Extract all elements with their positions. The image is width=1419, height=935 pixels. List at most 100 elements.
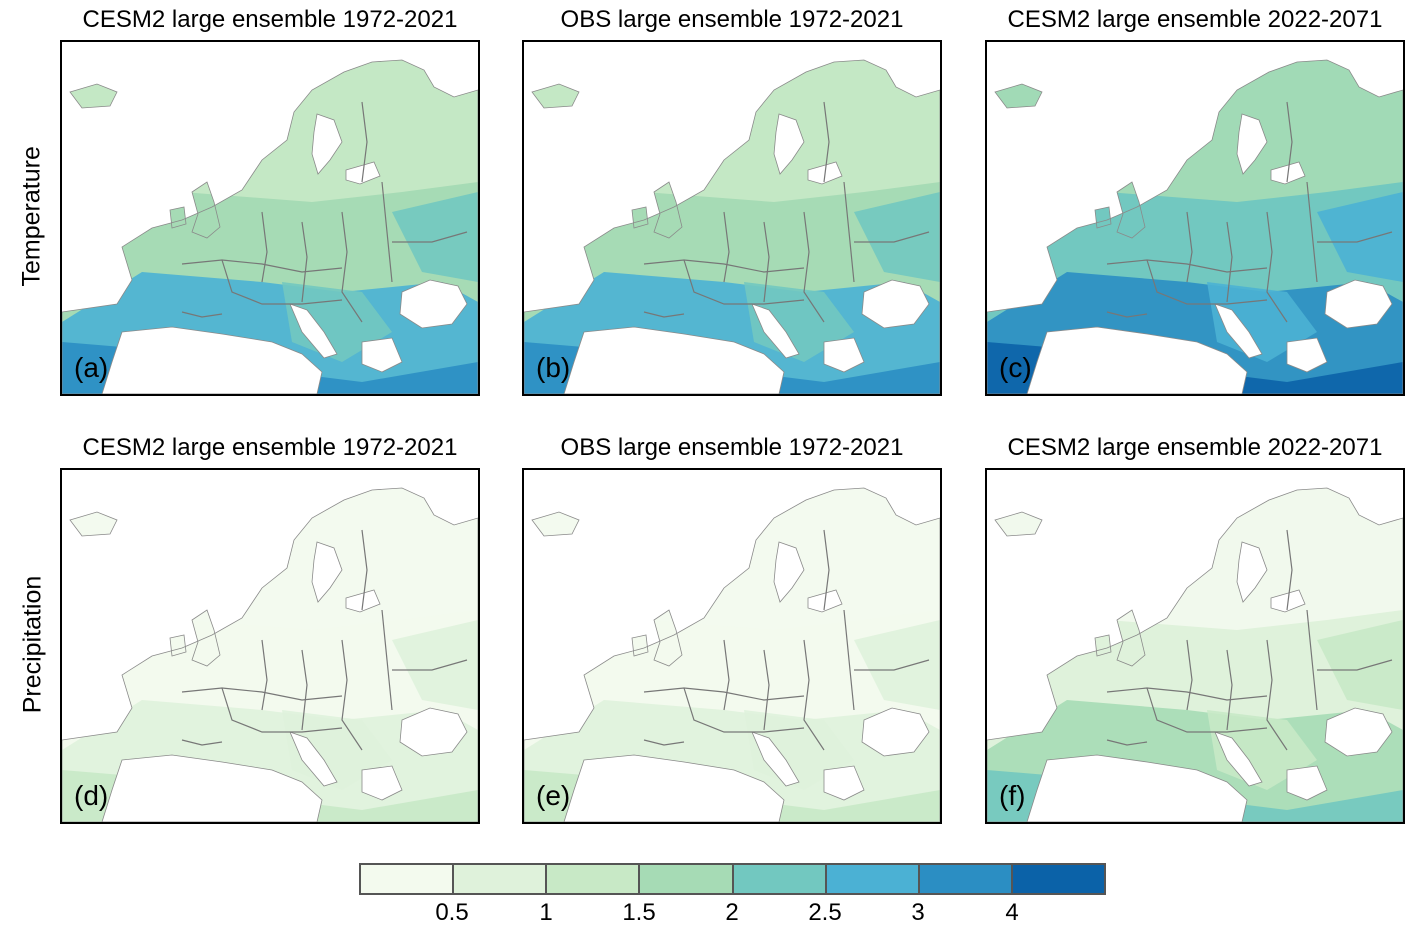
sea-area [102, 327, 322, 394]
coastline [361, 337, 403, 373]
colorbar-tick-label: 4 [1005, 899, 1019, 926]
panel-title-b: OBS large ensemble 1972-2021 [560, 6, 904, 33]
coastline [987, 59, 1403, 394]
country-border [643, 311, 685, 318]
sea-area [290, 304, 337, 358]
coastline [1324, 707, 1393, 757]
coastline [101, 326, 323, 394]
sea-area [102, 755, 322, 822]
colorbar-cell [454, 865, 548, 893]
colorbar-tick-label: 2 [725, 899, 739, 926]
country-border [1226, 649, 1233, 731]
coastline [1214, 303, 1263, 359]
coastline [289, 731, 338, 787]
country-border [1266, 211, 1288, 323]
colorbar-tick-label: 2.5 [808, 899, 842, 926]
map-f [987, 487, 1403, 822]
country-border [1317, 659, 1393, 671]
coastline [1286, 337, 1328, 373]
country-border [643, 687, 805, 701]
coastline [69, 83, 118, 109]
coastline [524, 487, 940, 822]
colorbar [359, 863, 1106, 895]
coastline [807, 161, 843, 185]
map-e [524, 487, 940, 822]
coastline [1094, 634, 1112, 657]
country-border [823, 101, 830, 183]
sea-area [1287, 338, 1327, 372]
sea-area [362, 766, 402, 800]
country-border [683, 687, 805, 733]
coastline [69, 511, 118, 537]
sea-area [824, 338, 864, 372]
coastline [289, 303, 338, 359]
country-border [392, 659, 468, 671]
country-border [1306, 181, 1318, 283]
coastline [345, 589, 381, 613]
sea-area [1287, 766, 1327, 800]
row-label-precipitation: Precipitation [18, 575, 47, 714]
sea-area [1215, 304, 1262, 358]
country-border [763, 649, 770, 731]
country-border [392, 231, 468, 243]
coastline [345, 161, 381, 185]
panel-letter-a: (a) [74, 352, 109, 383]
panel-title-f: CESM2 large ensemble 2022-2071 [1007, 434, 1383, 461]
sea-area [1237, 114, 1267, 174]
country-border [1286, 101, 1293, 183]
country-border [843, 181, 855, 283]
coastline [1270, 161, 1306, 185]
map-panel-f: (f) [985, 468, 1405, 824]
country-border [803, 211, 825, 323]
panel-letter-f: (f) [999, 780, 1026, 811]
coastline [823, 337, 865, 373]
country-border [1317, 231, 1393, 243]
colorbar-cell [1012, 865, 1104, 893]
panel-letter-b: (b) [536, 352, 571, 383]
coastline [1236, 541, 1268, 603]
coastline [861, 707, 930, 757]
map-panel-e: (e) [522, 468, 942, 824]
map-c [987, 59, 1403, 394]
sea-area [362, 338, 402, 372]
map-d [62, 487, 478, 822]
coastline [807, 589, 843, 613]
country-border [854, 231, 930, 243]
country-border [381, 181, 393, 283]
coastline [1116, 181, 1146, 239]
country-border [723, 211, 730, 283]
country-border [361, 529, 368, 611]
contour-region [854, 192, 940, 282]
sea-area [1027, 755, 1247, 822]
country-border [221, 687, 343, 733]
colorbar-tick-label: 1.5 [622, 899, 656, 926]
country-border [1106, 259, 1268, 273]
coastline [101, 754, 323, 822]
contour-region [854, 620, 940, 710]
map-b [524, 59, 940, 394]
contour-region [392, 620, 478, 710]
sea-area [774, 114, 804, 174]
coastline [62, 59, 478, 394]
coastline [1026, 326, 1248, 394]
coastline [1236, 113, 1268, 175]
coastline [773, 113, 805, 175]
coastline [311, 113, 343, 175]
sea-area [1215, 732, 1262, 786]
country-border [1266, 639, 1288, 751]
sea-area [312, 542, 342, 602]
country-border [1306, 609, 1318, 711]
country-border [763, 221, 770, 303]
country-border [261, 639, 268, 711]
colorbar-tick-label: 0.5 [435, 899, 469, 926]
country-border [1186, 639, 1193, 711]
map-panel-c: (c) [985, 40, 1405, 396]
coastline [531, 511, 580, 537]
row-label-temperature: Temperature [17, 146, 46, 287]
coastline [169, 634, 187, 657]
country-border [341, 639, 363, 751]
map-panel-b: (b) [522, 40, 942, 396]
sea-area [862, 708, 929, 756]
colorbar-cell [826, 865, 920, 893]
sea-area [752, 304, 799, 358]
